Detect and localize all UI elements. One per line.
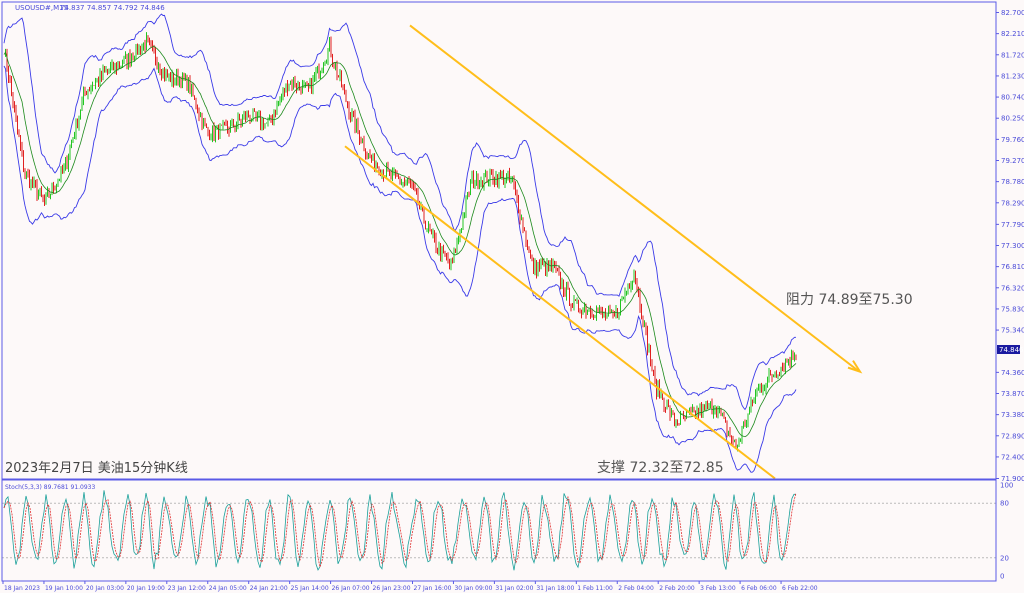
- time-tick-label: 2 Feb 04:00: [618, 585, 654, 592]
- time-tick-label: 2 Feb 20:00: [659, 585, 695, 592]
- time-tick-label: 19 Jan 10:00: [45, 585, 83, 592]
- time-tick-label: 26 Jan 07:00: [332, 585, 370, 592]
- lower-band-line: [3, 65, 797, 473]
- stoch-label: Stoch(5,3,3) 89.7681 91.0933: [5, 484, 96, 491]
- price-tick-label: 77.790: [1001, 221, 1024, 229]
- price-tick-label: 75.830: [1001, 305, 1024, 313]
- time-tick-label: 23 Jan 12:00: [168, 585, 206, 592]
- stoch-tick-label: 0: [1000, 573, 1004, 581]
- stoch-frame: [1, 479, 997, 582]
- time-tick-label: 31 Jan 18:00: [536, 585, 574, 592]
- current-price-value: 74.846: [999, 346, 1024, 354]
- upper-band-line: [3, 13, 796, 411]
- price-tick-label: 74.360: [1001, 369, 1024, 377]
- stochastic-panel: [2, 490, 996, 571]
- price-tick-label: 76.320: [1001, 284, 1024, 292]
- current-price-tag: [997, 345, 1020, 354]
- time-tick-label: 20 Jan 03:00: [86, 585, 124, 592]
- arrow-head-icon: [847, 360, 863, 374]
- stoch-tick-label: 80: [1000, 500, 1009, 508]
- time-tick-label: 24 Jan 21:00: [250, 585, 288, 592]
- price-tick-label: 79.270: [1001, 157, 1024, 165]
- ohlc-readout: 74.837 74.857 74.792 74.846: [60, 4, 165, 12]
- time-tick-label: 30 Jan 09:00: [454, 585, 492, 592]
- time-tick-label: 3 Feb 13:00: [700, 585, 736, 592]
- price-tick-label: 80.250: [1001, 115, 1024, 123]
- support-annotation: 支撑 72.32至72.85: [597, 460, 724, 476]
- price-tick-label: 71.900: [1001, 475, 1024, 483]
- chart-caption: 2023年2月7日 美油15分钟K线: [5, 460, 188, 476]
- price-tick-label: 81.230: [1001, 72, 1024, 80]
- price-tick-label: 77.300: [1001, 242, 1024, 250]
- price-tick-label: 82.210: [1001, 30, 1024, 38]
- price-tick-label: 81.720: [1001, 51, 1024, 59]
- main-plot-frame: [1, 1, 997, 480]
- price-tick-label: 75.340: [1001, 327, 1024, 335]
- price-tick-label: 79.760: [1001, 136, 1024, 144]
- time-tick-label: 6 Feb 06:00: [741, 585, 777, 592]
- time-tick-label: 6 Feb 22:00: [782, 585, 818, 592]
- time-tick-label: 24 Jan 05:00: [209, 585, 247, 592]
- main-plot: [3, 13, 863, 480]
- support-channel-line: [344, 145, 776, 480]
- price-tick-label: 73.380: [1001, 411, 1024, 419]
- price-tick-label: 72.890: [1001, 432, 1024, 440]
- time-tick-label: 25 Jan 14:00: [291, 585, 329, 592]
- time-tick-label: 18 Jan 2023: [4, 585, 40, 592]
- price-tick-label: 73.870: [1001, 390, 1024, 398]
- time-tick-label: 26 Jan 23:00: [373, 585, 411, 592]
- stoch-tick-label: 20: [1000, 554, 1009, 562]
- stoch-tick-label: 100: [1000, 482, 1013, 490]
- price-tick-label: 78.780: [1001, 178, 1024, 186]
- resistance-annotation: 阻力 74.89至75.30: [786, 292, 913, 308]
- resistance-channel-line: [409, 24, 859, 372]
- stoch-signal-line: [3, 492, 797, 569]
- price-tick-label: 72.400: [1001, 453, 1024, 461]
- price-tick-label: 76.810: [1001, 263, 1024, 271]
- time-tick-label: 1 Feb 11:00: [577, 585, 613, 592]
- symbol-label: USOUSD#,M15: [15, 4, 68, 12]
- price-tick-label: 82.700: [1001, 9, 1024, 17]
- stoch-main-line: [3, 490, 796, 571]
- moving-average-line: [3, 45, 797, 438]
- time-tick-label: 31 Jan 02:00: [495, 585, 533, 592]
- price-tick-label: 78.290: [1001, 199, 1024, 207]
- time-tick-label: 27 Jan 16:00: [414, 585, 452, 592]
- price-tick-label: 80.740: [1001, 94, 1024, 102]
- time-tick-label: 20 Jan 19:00: [127, 585, 165, 592]
